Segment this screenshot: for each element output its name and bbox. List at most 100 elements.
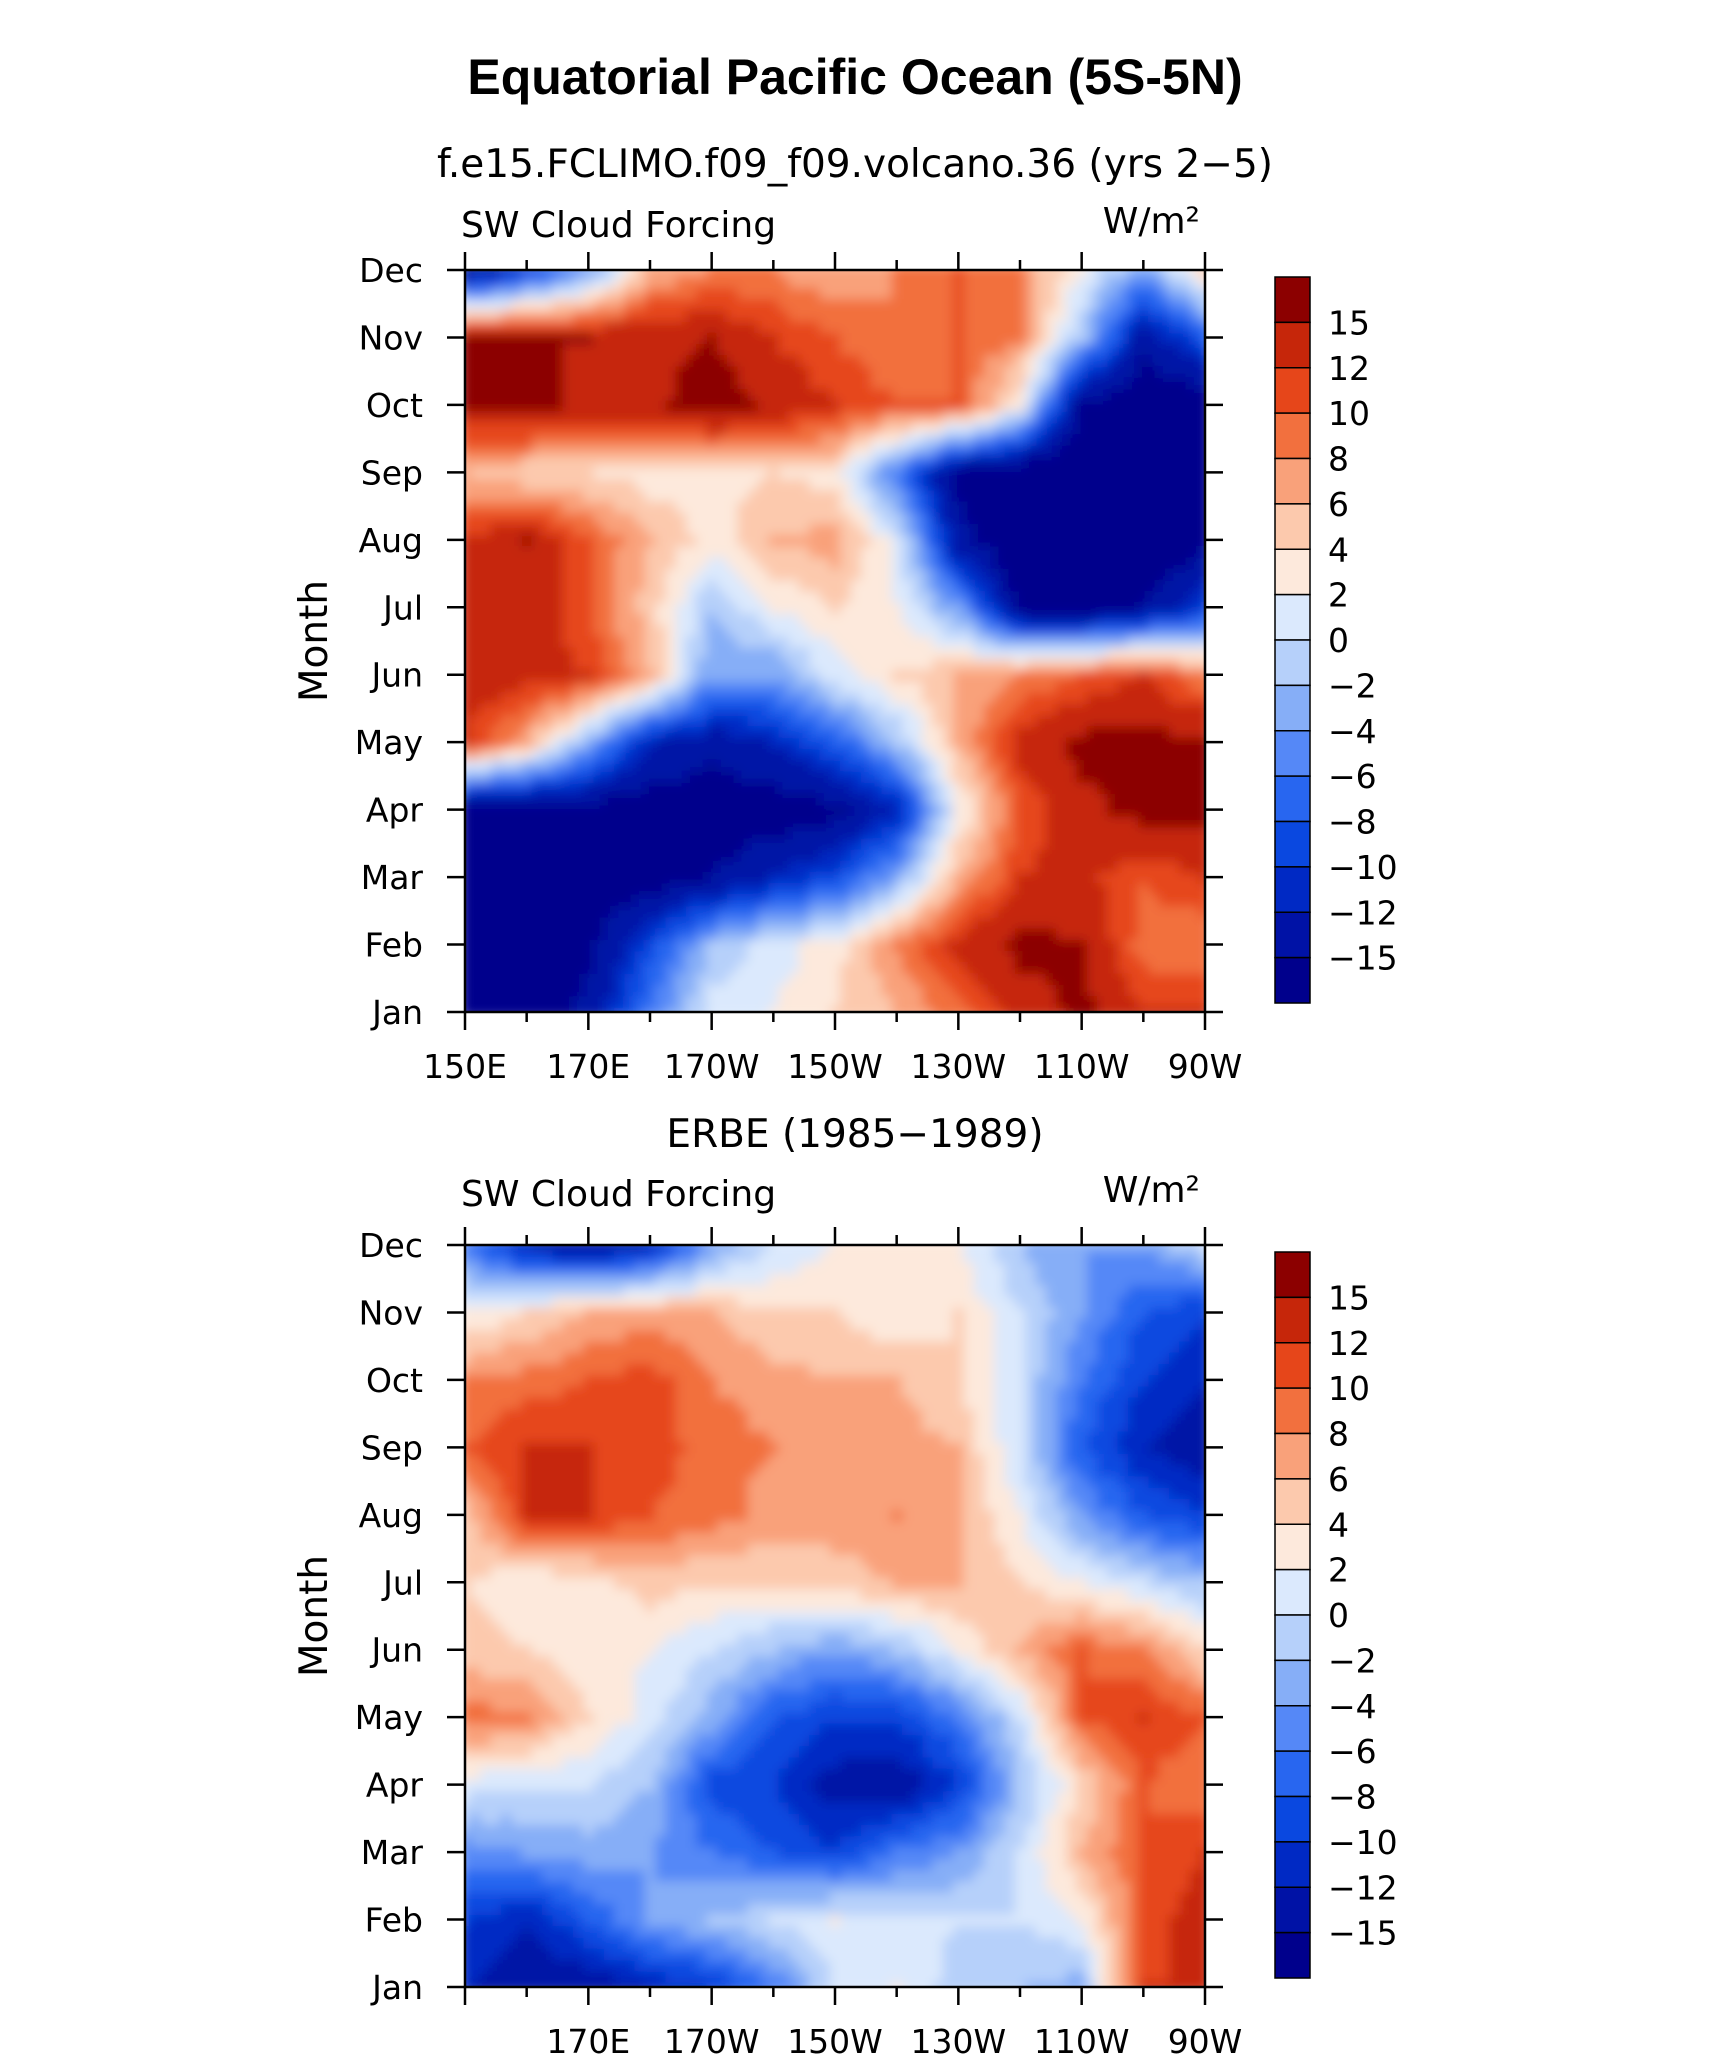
heatmap-cell (778, 421, 790, 435)
heatmap-cell (624, 972, 636, 985)
heatmap-cell (1045, 702, 1057, 716)
heatmap-cell (542, 410, 554, 423)
heatmap-cell (727, 421, 739, 435)
heatmap-cell (521, 893, 533, 907)
heatmap-cell (912, 736, 924, 749)
heatmap-cell (1169, 590, 1181, 603)
heatmap-cell (480, 804, 492, 817)
heatmap-cell (1148, 522, 1160, 536)
heatmap-cell (634, 466, 646, 479)
heatmap-cell (1004, 579, 1016, 592)
heatmap-cell (840, 275, 852, 288)
heatmap-cell (829, 500, 842, 513)
heatmap-cell (819, 950, 831, 963)
heatmap-cell (922, 781, 934, 794)
heatmap-cell (583, 646, 595, 659)
heatmap-cell (1179, 860, 1191, 873)
heatmap-cell (953, 691, 965, 704)
heatmap-cell (788, 860, 801, 873)
heatmap-cell (757, 905, 770, 918)
heatmap-cell (624, 522, 636, 536)
heatmap-cell (1025, 848, 1037, 862)
heatmap-cell (1138, 770, 1150, 783)
heatmap-cell (727, 882, 739, 895)
heatmap-cell (1066, 354, 1078, 367)
heatmap-cell (655, 477, 667, 491)
heatmap-cell (1097, 309, 1109, 322)
heatmap-cell (1179, 500, 1191, 513)
heatmap-cell (665, 905, 677, 918)
heatmap-cell (562, 950, 574, 963)
heatmap-cell (1148, 500, 1160, 513)
x-tick-label: 150E (423, 1047, 507, 1086)
heatmap-cell (953, 725, 965, 738)
heatmap-cell (819, 455, 831, 468)
heatmap-cell (901, 804, 914, 817)
heatmap-cell (552, 489, 564, 502)
heatmap-cell (685, 534, 698, 547)
heatmap-cell (963, 736, 975, 749)
heatmap-cell (1097, 522, 1109, 536)
heatmap-cell (655, 669, 667, 682)
heatmap-cell (1138, 781, 1150, 794)
heatmap-cell (542, 905, 554, 918)
heatmap-cell (1035, 882, 1047, 895)
heatmap-cell (994, 1006, 1006, 1012)
heatmap-cell (850, 545, 862, 558)
heatmap-cell (1127, 298, 1140, 311)
heatmap-cell (665, 320, 677, 333)
heatmap-cell (799, 826, 811, 839)
heatmap-cell (562, 916, 574, 929)
heatmap-cell (480, 837, 492, 850)
heatmap-cell (716, 669, 729, 682)
heatmap-cell (696, 691, 708, 704)
heatmap-cell (747, 433, 759, 446)
heatmap-cell (521, 691, 533, 704)
heatmap-cell (994, 455, 1006, 468)
heatmap-cell (1169, 421, 1181, 435)
heatmap-cell (1045, 612, 1057, 626)
heatmap-cell (727, 500, 739, 513)
heatmap-cell (881, 725, 893, 738)
heatmap-cell (984, 961, 996, 974)
heatmap-cell (644, 759, 657, 772)
heatmap-cell (552, 905, 564, 918)
heatmap-cell (768, 759, 780, 772)
heatmap-cell (829, 489, 842, 502)
heatmap-cell (603, 545, 616, 558)
heatmap-cell (1014, 781, 1027, 794)
heatmap-cell (757, 421, 770, 435)
heatmap-cell (572, 522, 585, 536)
heatmap-cell (1117, 455, 1129, 468)
heatmap-cell (1169, 624, 1181, 637)
heatmap-cell (583, 309, 595, 322)
heatmap-cell (891, 804, 903, 817)
heatmap-cell (1097, 905, 1109, 918)
heatmap-cell (973, 983, 986, 997)
heatmap-cell (531, 579, 544, 592)
heatmap-cell (1097, 815, 1109, 828)
heatmap-cell (470, 331, 482, 345)
heatmap-cell (901, 927, 914, 940)
heatmap-cell (747, 736, 759, 749)
heatmap-cell (716, 860, 729, 873)
heatmap-cell (891, 905, 903, 918)
heatmap-cell (1004, 444, 1016, 457)
heatmap-cell (470, 860, 482, 873)
heatmap-cell (1076, 298, 1088, 311)
heatmap-cell (1107, 747, 1119, 761)
heatmap-cell (850, 612, 862, 626)
heatmap-cell (973, 927, 986, 940)
heatmap-cell (1045, 590, 1057, 603)
heatmap-cell (1045, 1006, 1057, 1012)
heatmap-cell (737, 781, 749, 794)
heatmap-cell (1158, 320, 1171, 333)
heatmap-cell (1076, 950, 1088, 963)
heatmap-cell (572, 320, 585, 333)
heatmap-cell (942, 270, 955, 277)
heatmap-cell (799, 669, 811, 682)
heatmap-cell (757, 916, 770, 929)
heatmap-cell (932, 792, 944, 806)
heatmap-cell (480, 309, 492, 322)
heatmap-cell (490, 815, 502, 828)
